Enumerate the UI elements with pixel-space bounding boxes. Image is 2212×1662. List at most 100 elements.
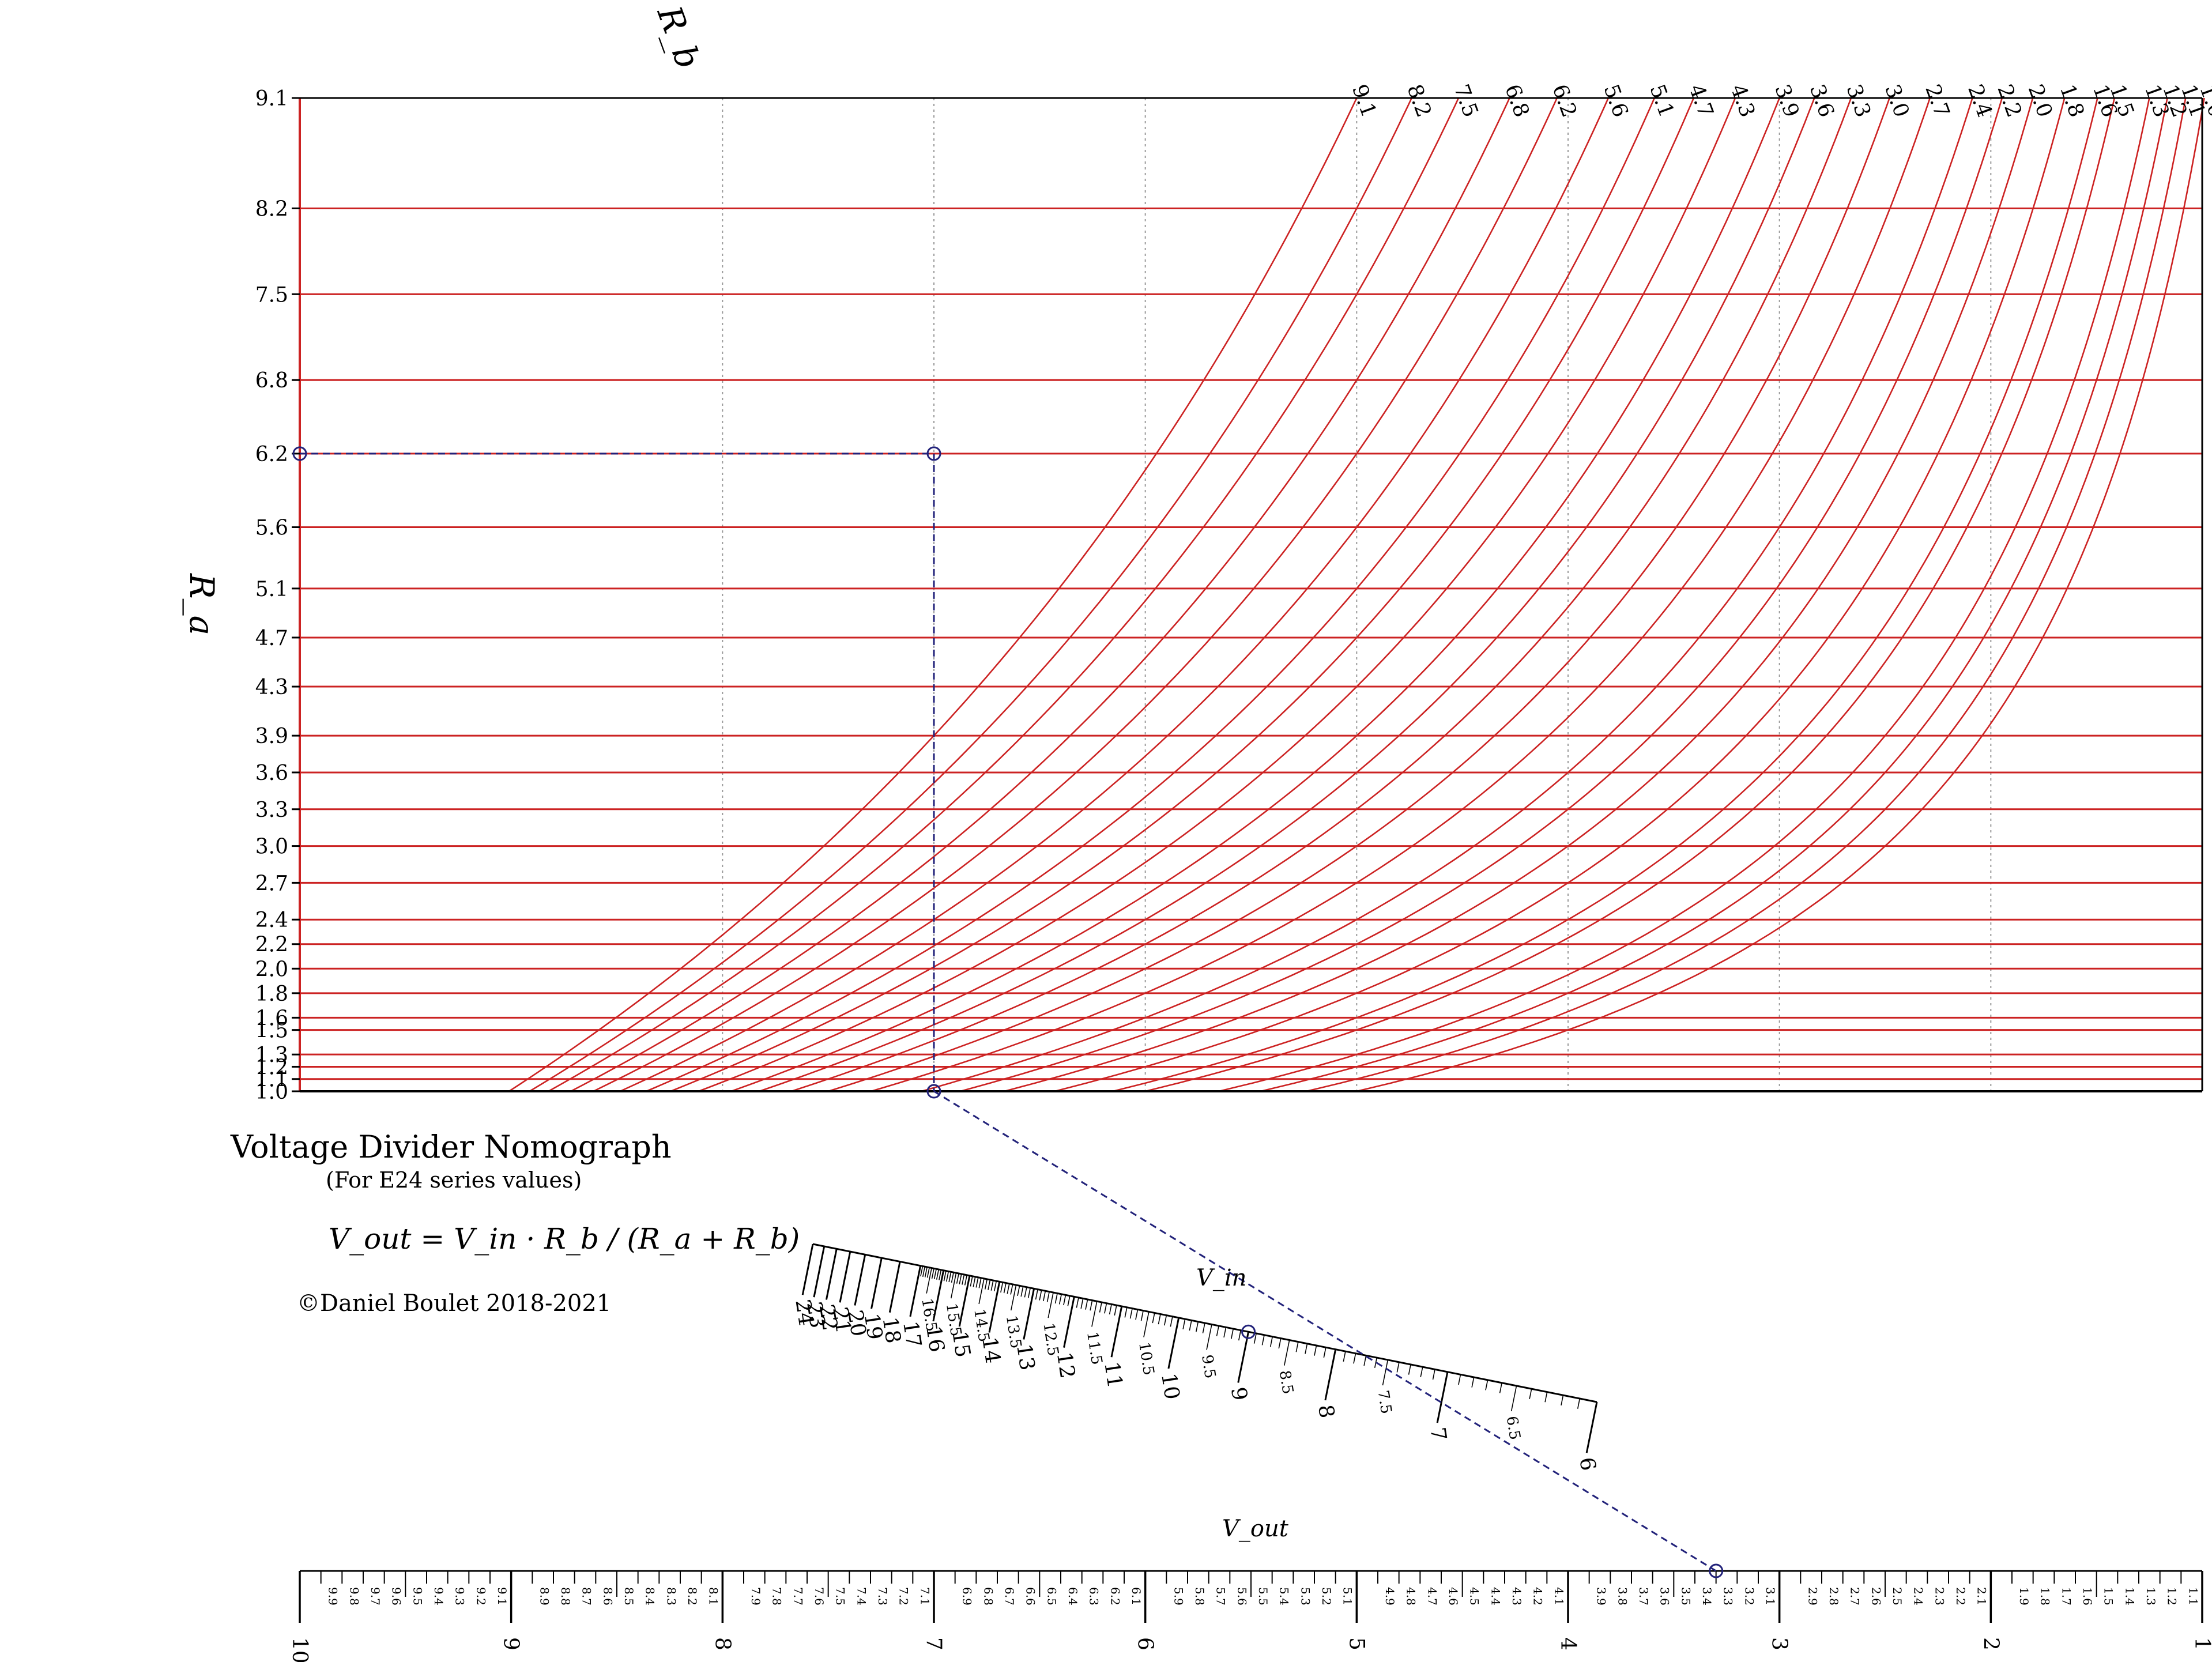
vin-tick [920, 1266, 924, 1277]
vin-tick [1024, 1287, 1027, 1298]
rb-curve-label: 3.3 [1841, 81, 1875, 120]
vin-tick [1135, 1309, 1139, 1320]
vin-major-label: 11 [1099, 1360, 1126, 1389]
vin-half-label: 14.5 [970, 1307, 992, 1343]
ra-tick-label: 3.9 [255, 725, 288, 748]
vin-tick [984, 1279, 988, 1290]
vout-scale: 1.1 1.2 1.3 1.4 1.5 1.6 1.7 1.8 1.9 2.1 2.2 2.3 2.4 2… [288, 1570, 2212, 1662]
vin-tick [1223, 1327, 1227, 1338]
ra-axis-label: R_a [182, 573, 221, 635]
vin-half-label: 9.5 [1198, 1354, 1219, 1380]
rb-curve [670, 97, 1695, 1092]
vin-major-label: 14 [977, 1335, 1004, 1365]
ra-tick-label: 6.8 [255, 369, 288, 393]
vout-minor-label: 4.9 [1383, 1587, 1397, 1606]
rb-curve [1145, 97, 2116, 1092]
rb-curve [1004, 97, 2034, 1092]
vin-tick [926, 1267, 930, 1278]
vin-tick [1283, 1340, 1290, 1366]
ra-tick-label: 2.0 [255, 958, 288, 981]
vin-tick [1058, 1294, 1062, 1305]
vin-major-label: 7 [1425, 1426, 1450, 1442]
vin-tick [1109, 1304, 1112, 1315]
vout-minor-label: 9.6 [390, 1587, 404, 1606]
vout-minor-label: 5.7 [1214, 1587, 1228, 1606]
rb-curve-label: 8.2 [1402, 81, 1435, 120]
rb-curve [791, 97, 1852, 1092]
ra-tick-label: 4.7 [255, 627, 288, 650]
vin-tick [1343, 1351, 1346, 1362]
vout-minor-label: 7.4 [854, 1587, 868, 1606]
vin-tick [1216, 1325, 1219, 1336]
vout-minor-label: 3.7 [1637, 1587, 1650, 1606]
vout-major-label: 1 [2190, 1637, 2212, 1650]
rb-curve [1112, 97, 2098, 1092]
vout-major-label: 7 [922, 1637, 945, 1650]
vin-tick [825, 1249, 838, 1300]
ra-tick-label: 3.3 [255, 798, 288, 822]
vin-tick [973, 1276, 976, 1287]
vin-tick [1129, 1308, 1133, 1319]
vout-minor-label: 1.8 [2038, 1587, 2052, 1606]
vin-tick [990, 1280, 994, 1291]
vout-minor-label: 6.3 [1087, 1587, 1101, 1606]
vout-minor-label: 4.5 [1468, 1587, 1482, 1606]
vout-minor-label: 2.3 [1932, 1587, 1946, 1606]
vin-tick [975, 1277, 979, 1288]
vin-tick [1408, 1364, 1411, 1375]
vin-tick [924, 1267, 928, 1277]
vout-minor-label: 1.5 [2102, 1587, 2116, 1606]
vout-minor-label: 2.7 [1848, 1587, 1862, 1606]
vin-tick [854, 1254, 866, 1306]
vin-tick [1010, 1284, 1013, 1295]
vin-tick [1382, 1359, 1389, 1386]
vin-half-label: 8.5 [1276, 1369, 1297, 1395]
vin-tick [1471, 1377, 1475, 1388]
vin-tick [1167, 1317, 1180, 1369]
rb-curve-label: 3.0 [1880, 81, 1913, 120]
ra-tick-label: 5.6 [255, 517, 288, 540]
vin-tick [950, 1272, 957, 1299]
vout-minor-label: 7.5 [834, 1587, 847, 1606]
rb-curve [960, 97, 2003, 1092]
vout-minor-label: 8.8 [559, 1587, 572, 1606]
rb-curve [508, 97, 1358, 1092]
vin-tick [1043, 1291, 1046, 1302]
vin-tick [1253, 1333, 1257, 1344]
vin-tick [1182, 1318, 1186, 1329]
vin-tick [1577, 1398, 1581, 1409]
rb-curve [570, 97, 1510, 1092]
vout-minor-label: 5.1 [1341, 1587, 1355, 1606]
vin-tick [988, 1281, 1001, 1333]
vin-tick [936, 1269, 940, 1280]
vout-major-label: 2 [1979, 1637, 2002, 1650]
vout-minor-label: 1.7 [2059, 1587, 2073, 1606]
ra-tick-label: 8.2 [255, 197, 288, 221]
rb-curve [1260, 97, 2168, 1092]
ra-tick-label: 2.2 [255, 933, 288, 957]
vout-minor-label: 8.2 [685, 1587, 699, 1606]
vout-minor-label: 8.1 [707, 1587, 721, 1606]
chart-frame [299, 97, 2203, 1092]
vin-tick [1003, 1283, 1007, 1294]
vin-tick [993, 1280, 997, 1291]
vout-minor-label: 5.2 [1320, 1587, 1333, 1606]
vout-minor-label: 1.1 [2186, 1587, 2200, 1606]
vin-tick [933, 1268, 937, 1279]
rb-curve [759, 97, 1815, 1092]
vin-major-label: 24 [790, 1298, 817, 1327]
vout-minor-label: 4.4 [1489, 1587, 1502, 1606]
vin-tick [1124, 1307, 1128, 1318]
example-marker [926, 1084, 941, 1099]
vin-tick [959, 1273, 962, 1284]
vout-minor-label: 7.1 [918, 1587, 932, 1606]
page-subtitle: (For E24 series values) [326, 1167, 582, 1193]
example-isopleth [933, 1090, 1717, 1572]
vin-tick [1152, 1313, 1155, 1324]
vin-tick [1510, 1385, 1517, 1412]
vout-minor-label: 2.4 [1912, 1587, 1925, 1606]
example-marker [1709, 1563, 1724, 1578]
rb-curve [529, 97, 1412, 1092]
vout-minor-label: 4.7 [1425, 1587, 1439, 1606]
